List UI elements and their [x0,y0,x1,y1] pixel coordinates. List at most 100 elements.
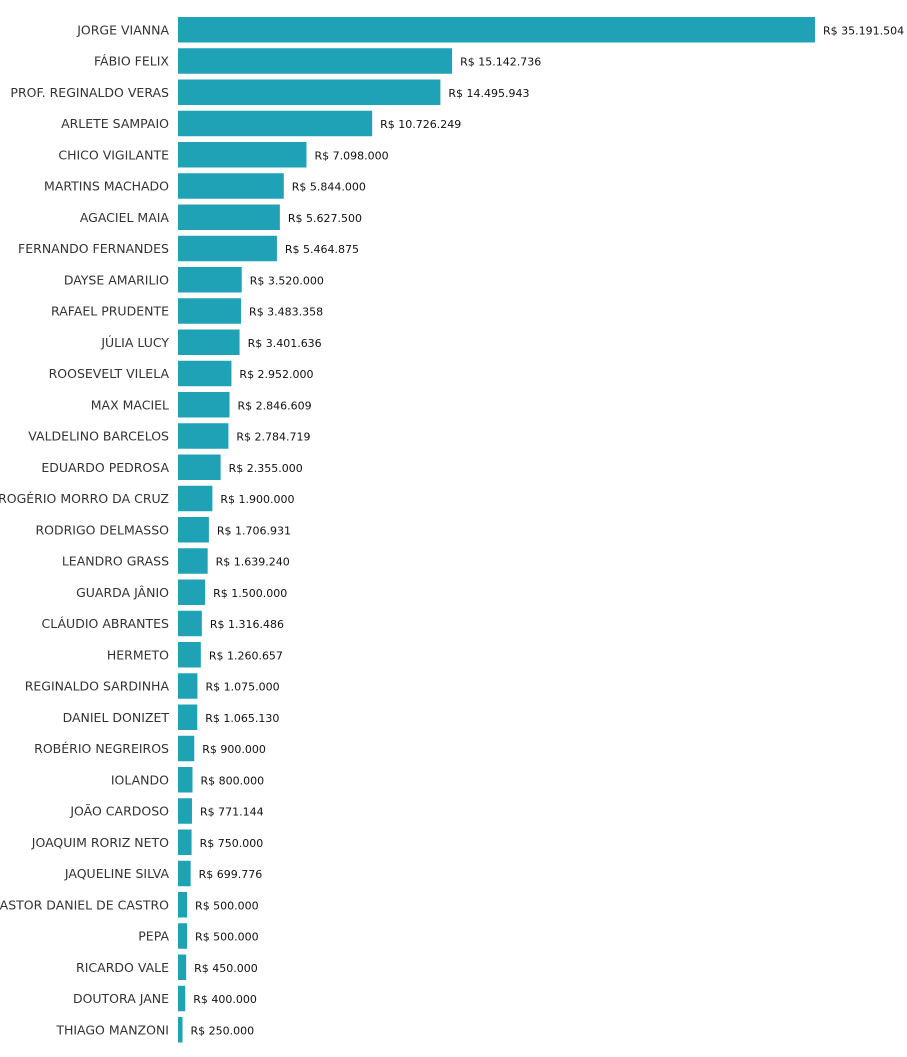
category-label: REGINALDO SARDINHA [25,679,170,694]
value-label: R$ 1.900.000 [220,493,294,506]
category-label: JOAQUIM RORIZ NETO [31,835,169,850]
category-label: CHICO VIGILANTE [58,147,169,162]
value-label: R$ 3.401.636 [248,337,322,350]
category-label: LEANDRO GRASS [62,554,169,569]
category-label: ROOSEVELT VILELA [49,366,170,381]
category-label: IOLANDO [111,772,169,787]
value-label: R$ 2.784.719 [236,431,310,444]
value-label: R$ 1.065.130 [205,712,279,725]
category-label: EDUARDO PEDROSA [41,460,169,475]
bar [178,892,188,918]
category-label: PEPA [138,929,169,944]
value-label: R$ 2.952.000 [239,368,313,381]
category-label: MARTINS MACHADO [44,179,169,194]
value-label: R$ 250.000 [191,1024,255,1037]
value-label: R$ 1.316.486 [210,618,284,631]
category-label: RAFAEL PRUDENTE [51,304,169,319]
value-label: R$ 2.355.000 [229,462,303,475]
category-labels: JORGE VIANNA FÁBIO FELIX PROF. REGINALDO V… [0,22,169,1037]
value-labels: R$ 35.191.504 R$ 15.142.736 R$ 14.495.943 R… [191,24,905,1037]
value-label: R$ 7.098.000 [314,149,388,162]
value-label: R$ 450.000 [194,962,258,975]
bar [178,298,242,324]
value-label: R$ 5.464.875 [285,243,359,256]
value-label: R$ 14.495.943 [448,87,529,100]
bar [178,829,192,855]
category-label: JAQUELINE SILVA [64,866,170,881]
value-label: R$ 800.000 [200,774,264,787]
category-label: PASTOR DANIEL DE CASTRO [0,897,169,912]
bar [178,767,193,793]
bar [178,392,230,418]
value-label: R$ 3.483.358 [249,306,323,319]
category-label: PROF. REGINALDO VERAS [10,85,169,100]
value-label: R$ 3.520.000 [250,274,324,287]
value-label: R$ 771.144 [200,806,264,819]
value-label: R$ 900.000 [202,743,266,756]
bar [178,642,201,668]
category-label: RICARDO VALE [76,960,169,975]
value-label: R$ 699.776 [199,868,263,881]
category-label: THIAGO MANZONI [55,1022,169,1037]
value-label: R$ 500.000 [195,931,259,944]
category-label: RODRIGO DELMASSO [35,522,169,537]
bar [178,673,198,699]
category-label: CLÁUDIO ABRANTES [42,616,170,631]
value-label: R$ 10.726.249 [380,118,461,131]
category-label: ARLETE SAMPAIO [61,116,169,131]
bar [178,79,441,105]
category-label: ROBÉRIO NEGREIROS [34,741,169,756]
bar [178,235,277,262]
category-label: GUARDA JÂNIO [76,585,169,600]
value-label: R$ 750.000 [200,837,264,850]
bar [178,985,186,1012]
bar [178,860,191,887]
category-label: DAYSE AMARILIO [64,272,169,287]
value-label: R$ 400.000 [193,993,257,1006]
value-label: R$ 1.500.000 [213,587,287,600]
category-label: DOUTORA JANE [73,991,169,1006]
bar [178,110,373,137]
bar [178,735,195,762]
bar [178,48,453,74]
category-label: FÁBIO FELIX [94,54,169,69]
category-label: JÚLIA LUCY [100,335,169,350]
category-label: DANIEL DONIZET [63,710,170,725]
category-label: AGACIEL MAIA [80,210,170,225]
bar [178,360,232,387]
bar [178,704,198,730]
value-label: R$ 5.844.000 [292,181,366,194]
value-label: R$ 500.000 [195,899,259,912]
value-label: R$ 5.627.500 [288,212,362,225]
bar [178,173,284,199]
value-label: R$ 1.706.931 [217,524,291,537]
bar [178,579,206,605]
category-label: FERNANDO FERNANDES [18,241,169,256]
bar [178,517,209,543]
bar [178,329,240,355]
bar [178,423,229,449]
bar [178,454,221,480]
value-label: R$ 1.639.240 [216,556,290,569]
bar [178,142,307,168]
category-label: JORGE VIANNA [76,22,169,37]
category-label: VALDELINO BARCELOS [28,429,169,444]
value-label: R$ 2.846.609 [238,399,312,412]
value-label: R$ 15.142.736 [460,56,541,69]
bar [178,17,815,43]
value-label: R$ 35.191.504 [823,24,904,37]
bar [178,485,213,512]
bars [178,17,815,1043]
category-label: ROGÉRIO MORRO DA CRUZ [0,491,169,506]
category-label: JOÃO CARDOSO [69,804,169,819]
category-label: HERMETO [107,647,169,662]
bar [178,610,202,637]
bar [178,954,187,980]
bar [178,798,192,824]
category-label: MAX MACIEL [91,397,169,412]
bar [178,267,242,293]
bar [178,204,280,230]
value-label: R$ 1.260.657 [209,649,283,662]
value-label: R$ 1.075.000 [205,681,279,694]
